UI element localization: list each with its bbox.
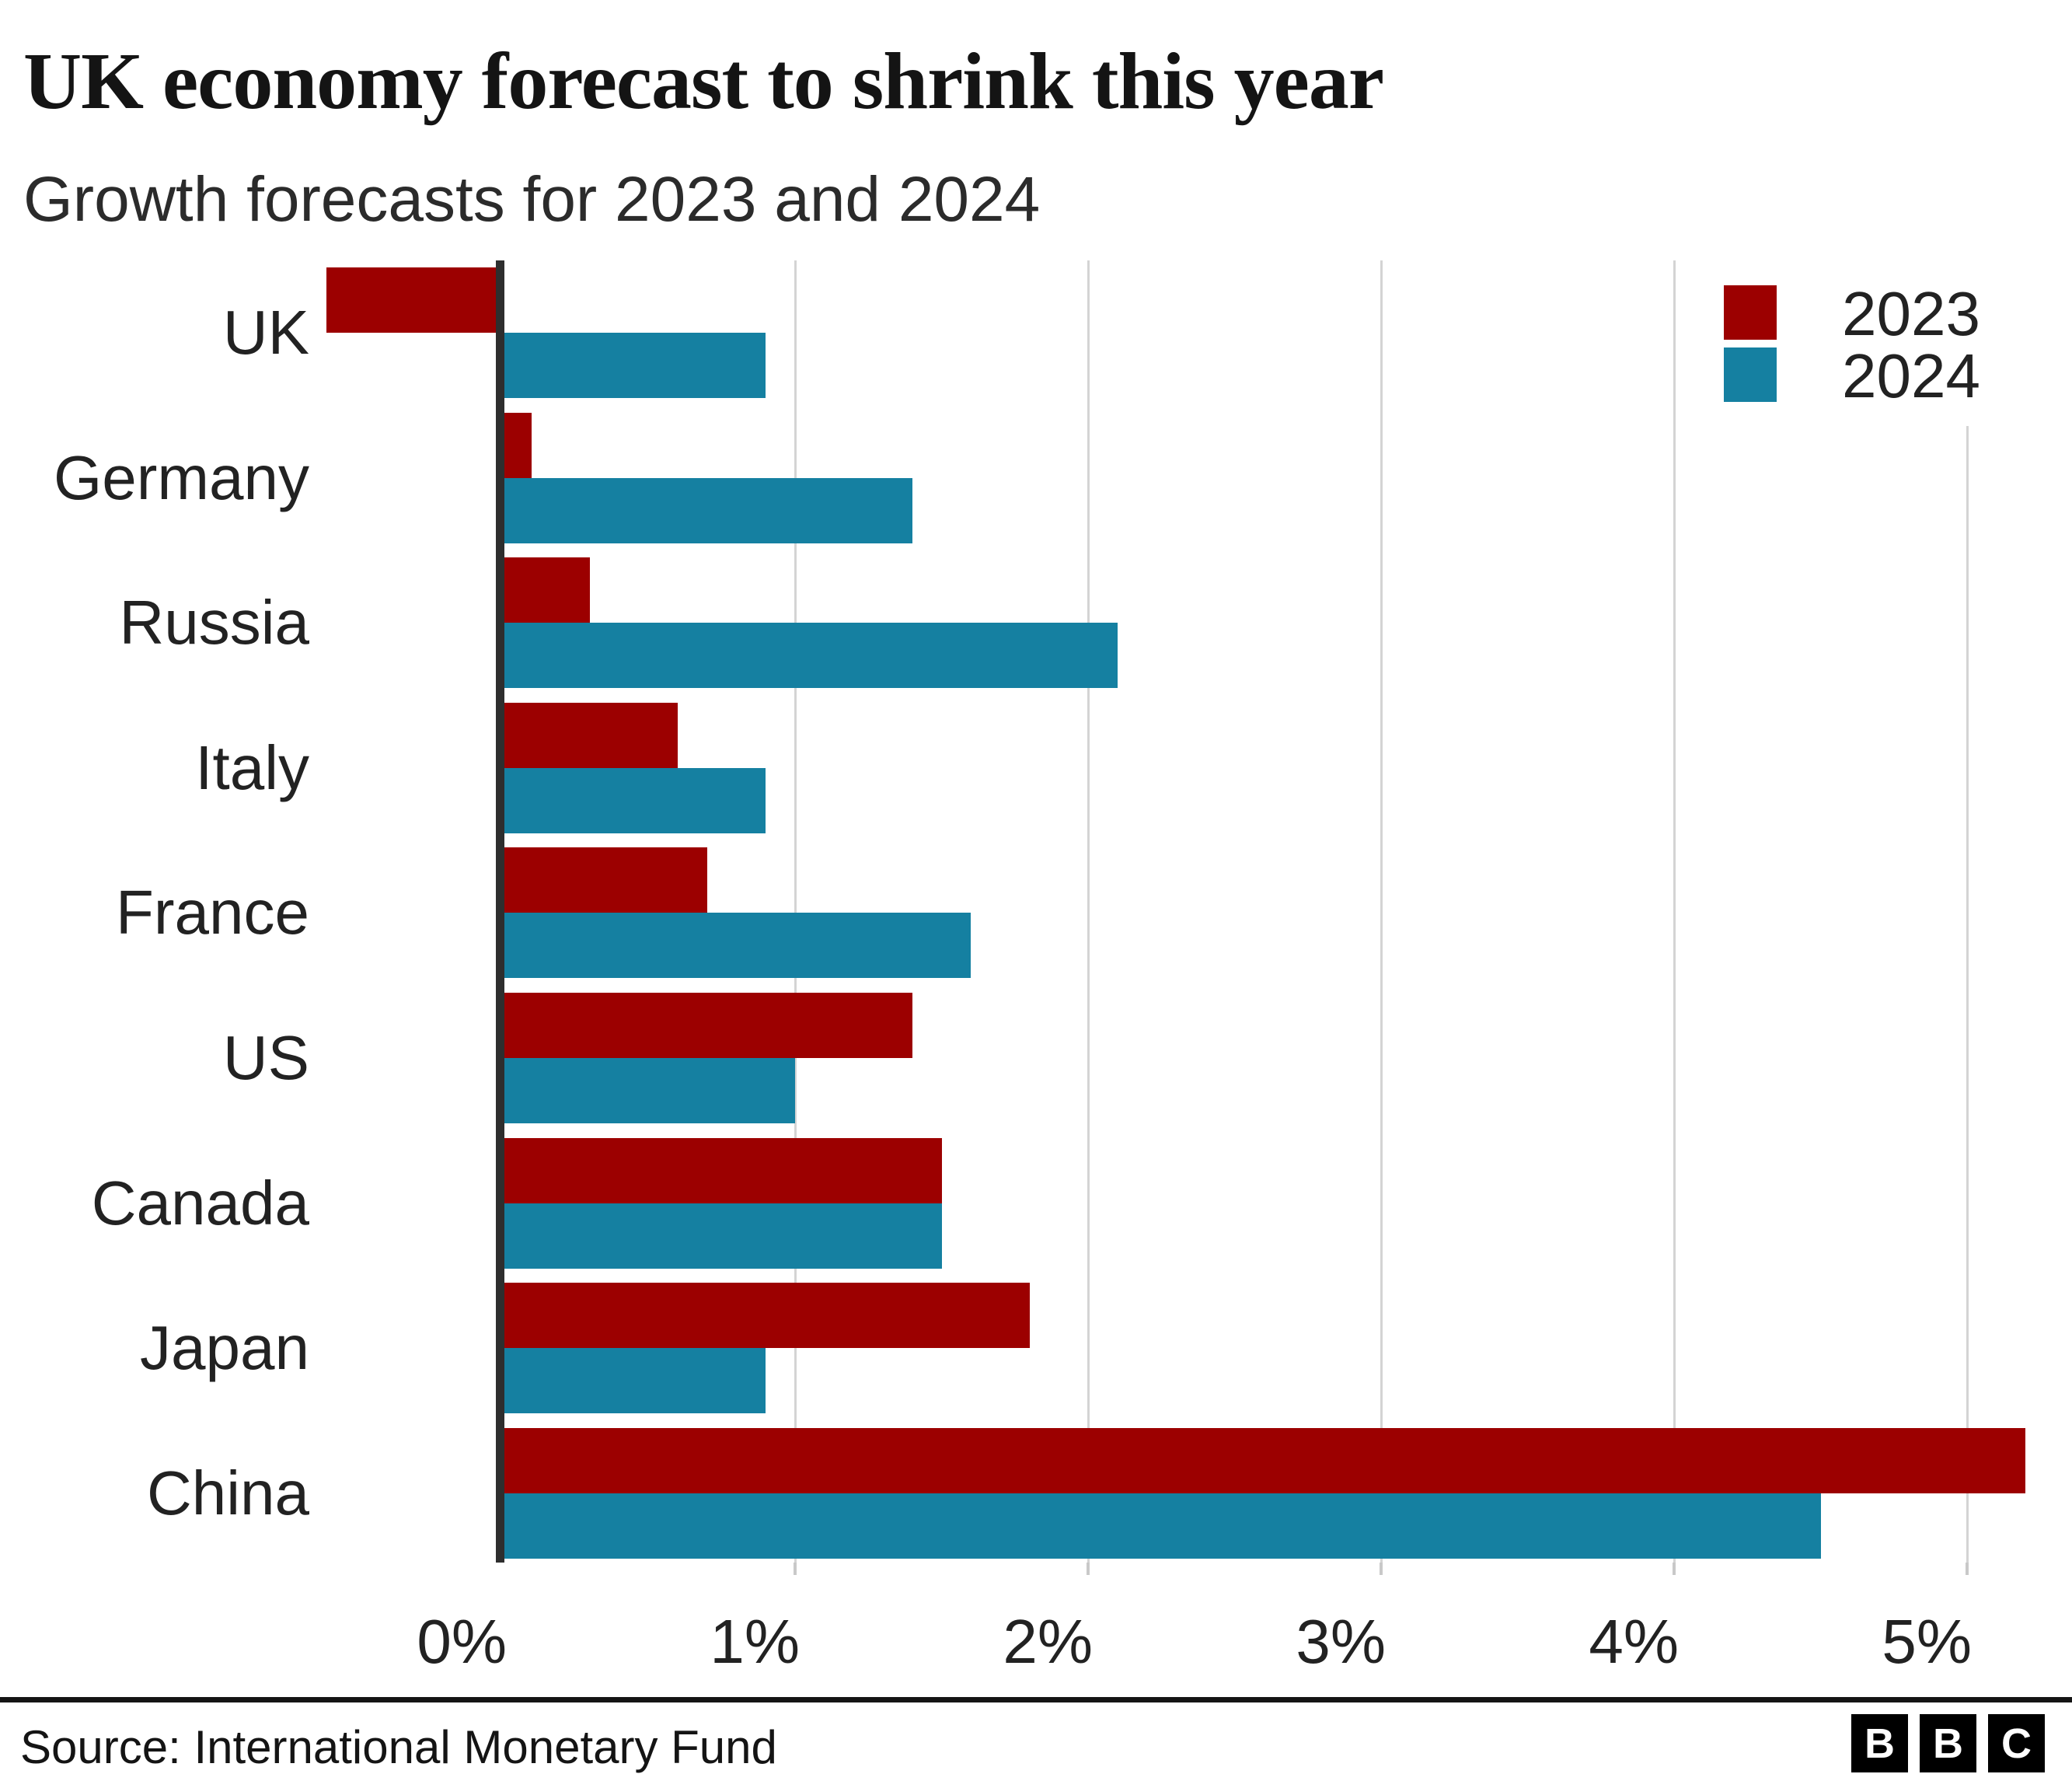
bbc-logo-b2: B: [1920, 1714, 1976, 1772]
bar-2023-china: [502, 1427, 2026, 1493]
axis-tick-4%: [1673, 1563, 1676, 1575]
x-tick-label: 1%: [710, 1607, 800, 1676]
chart-title: UK economy forecast to shrink this year: [23, 37, 1384, 126]
gridline-1%: [794, 260, 797, 1563]
bar-2023-japan: [502, 1283, 1030, 1349]
bar-2024-us: [502, 1058, 795, 1123]
category-label-china: China: [146, 1458, 309, 1528]
category-label-uk: UK: [222, 298, 309, 367]
gridline-2%: [1087, 260, 1090, 1563]
gridline-3%: [1380, 260, 1383, 1563]
bar-2023-russia: [502, 557, 591, 623]
bar-2023-france: [502, 847, 707, 913]
x-tick-label: 0%: [417, 1607, 507, 1676]
bar-2024-france: [502, 913, 971, 979]
legend-swatch-2024: [1724, 347, 1777, 402]
bar-2024-japan: [502, 1348, 766, 1414]
x-tick-label: 4%: [1589, 1607, 1679, 1676]
x-tick-label: 3%: [1296, 1607, 1386, 1676]
bar-2024-germany: [502, 477, 912, 543]
bar-2024-uk: [502, 333, 766, 398]
axis-tick-5%: [1966, 1563, 1969, 1575]
bar-2024-russia: [502, 623, 1118, 689]
x-tick-label: 5%: [1882, 1607, 1972, 1676]
bbc-logo-c: C: [1988, 1714, 2045, 1772]
category-label-germany: Germany: [54, 442, 309, 512]
category-label-russia: Russia: [119, 588, 309, 658]
zero-axis-line: [496, 260, 504, 1563]
bar-2023-us: [502, 993, 912, 1058]
category-label-france: France: [116, 878, 309, 948]
category-label-canada: Canada: [91, 1168, 309, 1238]
bar-2024-canada: [502, 1203, 942, 1269]
category-label-japan: Japan: [140, 1313, 309, 1383]
bar-2023-italy: [502, 702, 678, 768]
bar-2024-china: [502, 1493, 1821, 1559]
legend-label-2023: 2023: [1842, 279, 1980, 348]
axis-tick-2%: [1087, 1563, 1090, 1575]
axis-tick-1%: [794, 1563, 797, 1575]
footer-divider: [0, 1697, 2072, 1702]
axis-tick-3%: [1380, 1563, 1383, 1575]
category-label-us: US: [222, 1023, 309, 1092]
bar-2023-uk: [326, 267, 502, 333]
source-text: Source: International Monetary Fund: [20, 1721, 777, 1773]
gridline-5%: [1966, 260, 1969, 1563]
category-label-italy: Italy: [195, 732, 309, 802]
bar-2023-germany: [502, 412, 532, 478]
bar-2024-italy: [502, 767, 766, 833]
gridline-4%: [1673, 260, 1676, 1563]
legend-swatch-2023: [1724, 285, 1777, 340]
chart-subtitle: Growth forecasts for 2023 and 2024: [23, 164, 1041, 235]
bar-2023-canada: [502, 1137, 942, 1203]
bbc-logo-b1: B: [1851, 1714, 1908, 1772]
legend-label-2024: 2024: [1842, 341, 1980, 410]
x-tick-label: 2%: [1003, 1607, 1093, 1676]
